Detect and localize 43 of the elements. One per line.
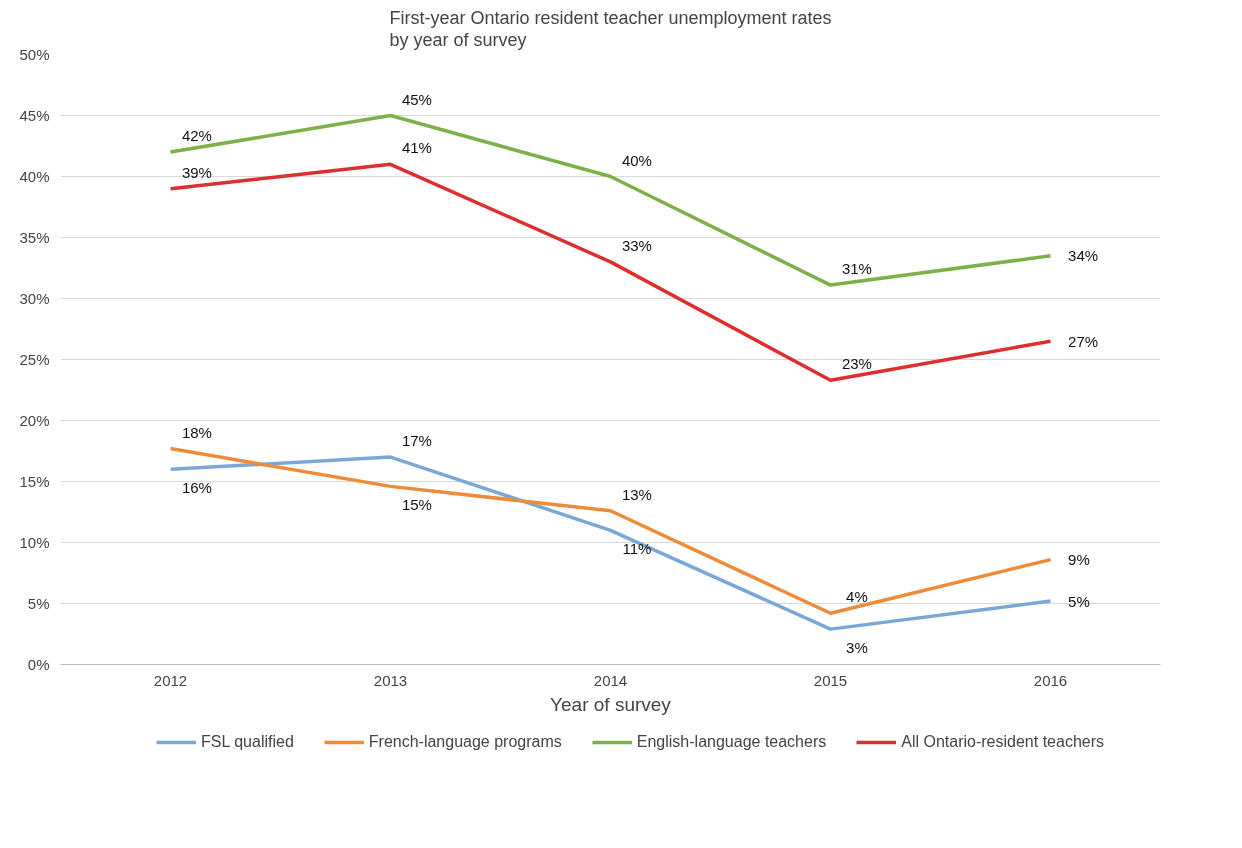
legend-label: English-language teachers: [636, 733, 827, 751]
chart-title: First-year Ontario resident teacher unemployment rates by year of survey: [389, 7, 832, 50]
x-tick-label: 2012: [153, 671, 188, 689]
x-tick-label: 2016: [1033, 671, 1068, 689]
x-tick-label: 2015: [813, 671, 848, 689]
data-label: 42%: [181, 127, 212, 145]
data-label: 39%: [181, 163, 212, 181]
y-tick-label: 0%: [27, 656, 50, 673]
data-label: 16%: [181, 479, 212, 497]
data-label: 27%: [1068, 332, 1099, 350]
data-label: 34%: [1068, 247, 1099, 265]
data-label: 31%: [841, 260, 872, 278]
data-label: 15%: [401, 496, 432, 514]
y-tick-label: 15%: [19, 473, 50, 490]
data-label: 23%: [841, 355, 872, 373]
y-tick-label: 35%: [19, 229, 50, 246]
data-label: 11%: [622, 540, 652, 558]
y-tick-label: 30%: [19, 290, 50, 307]
legend-label: FSL qualified: [200, 733, 294, 751]
data-label: 9%: [1068, 551, 1090, 569]
data-label: 40%: [621, 151, 652, 169]
x-tick-label: 2014: [593, 671, 628, 689]
y-tick-label: 10%: [19, 534, 50, 551]
data-label: 33%: [621, 236, 652, 254]
x-axis-title: Year of survey: [550, 693, 672, 715]
line-series: [168, 113, 1053, 287]
data-label: 41%: [401, 139, 432, 157]
legend-label: All Ontario-resident teachers: [901, 733, 1105, 751]
y-tick-label: 40%: [19, 168, 50, 185]
y-tick-label: 20%: [19, 412, 50, 429]
y-tick-label: 45%: [19, 107, 50, 124]
data-label: 5%: [1068, 592, 1090, 610]
data-label: 4%: [846, 588, 868, 606]
data-label: 3%: [846, 639, 868, 657]
x-tick-label: 2013: [373, 671, 408, 689]
data-label: 13%: [621, 485, 652, 503]
y-tick-label: 5%: [27, 595, 50, 612]
data-label: 45%: [401, 90, 432, 108]
y-tick-label: 25%: [19, 351, 50, 368]
data-label: 18%: [181, 423, 212, 441]
legend-label: French-language programs: [368, 733, 562, 751]
y-tick-label: 50%: [19, 46, 50, 63]
data-label: 17%: [401, 432, 432, 450]
